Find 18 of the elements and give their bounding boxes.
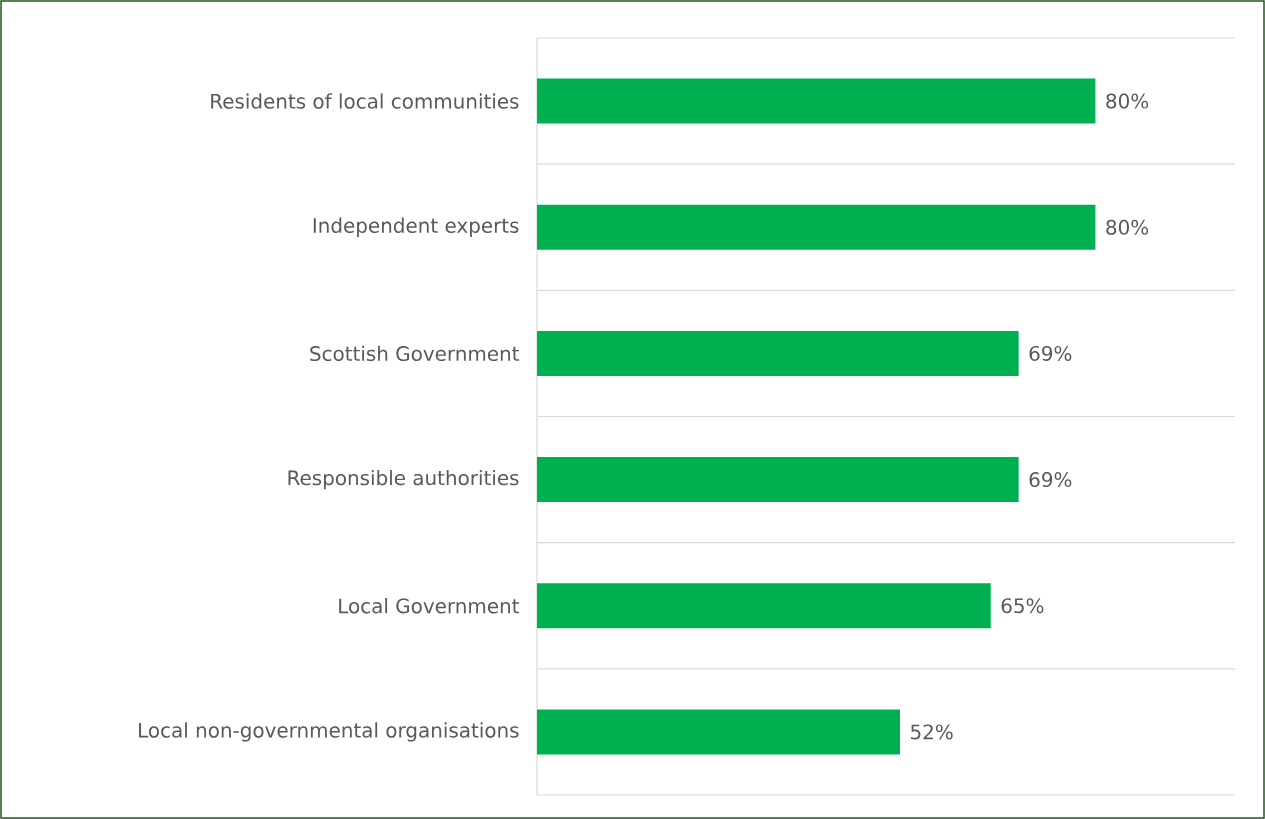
- bar: [537, 204, 1096, 250]
- bar: [537, 78, 1096, 124]
- bar: [537, 457, 1019, 503]
- y-tick-label: Local Government: [339, 598, 520, 614]
- bar: [537, 709, 900, 755]
- bar: [537, 583, 991, 629]
- y-tick-label: Local non-governmental organisations: [139, 722, 519, 742]
- data-label: 69%: [1029, 472, 1072, 488]
- data-label: 80%: [1106, 93, 1149, 109]
- data-label: 65%: [1001, 598, 1044, 614]
- bar: [537, 330, 1019, 376]
- y-tick-label: Independent experts: [313, 217, 519, 237]
- data-label: 52%: [911, 724, 953, 740]
- y-tick-label: Scottish Government: [310, 345, 520, 362]
- y-tick-label: Residents of local communities: [211, 93, 519, 109]
- data-label: 80%: [1106, 219, 1149, 235]
- y-tick-label: Responsible authorities: [288, 469, 519, 490]
- data-label: 69%: [1029, 345, 1072, 361]
